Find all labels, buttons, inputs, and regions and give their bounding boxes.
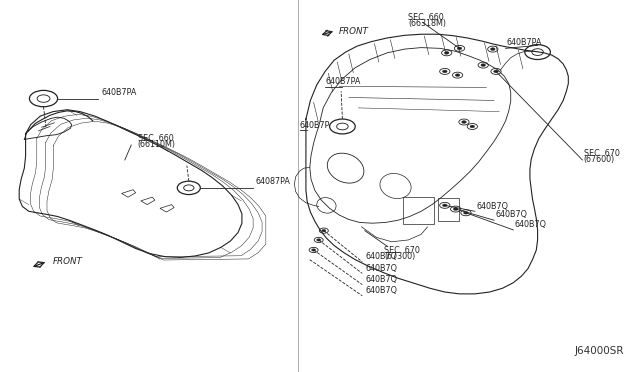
Text: 640B7Q: 640B7Q — [476, 202, 508, 211]
Circle shape — [453, 208, 458, 211]
Circle shape — [470, 125, 475, 128]
Circle shape — [442, 70, 447, 73]
Text: SEC. 670: SEC. 670 — [384, 246, 420, 254]
Text: (67600): (67600) — [584, 155, 615, 164]
Circle shape — [463, 211, 468, 214]
Circle shape — [481, 64, 486, 67]
Circle shape — [444, 51, 449, 54]
Circle shape — [317, 239, 321, 241]
Text: SEC. 660: SEC. 660 — [408, 13, 444, 22]
Text: 64087PA: 64087PA — [256, 177, 291, 186]
Text: 640B7P: 640B7P — [300, 121, 330, 130]
Text: 640B7Q: 640B7Q — [365, 286, 397, 295]
Circle shape — [461, 121, 467, 124]
Text: 640B7Q: 640B7Q — [515, 220, 547, 229]
Text: FRONT: FRONT — [339, 27, 369, 36]
Text: 640B7Q: 640B7Q — [365, 275, 397, 284]
Text: 640B7PA: 640B7PA — [325, 77, 360, 86]
Text: 640B7PA: 640B7PA — [507, 38, 542, 47]
Text: (67300): (67300) — [384, 252, 415, 261]
Circle shape — [455, 74, 460, 77]
Circle shape — [312, 249, 316, 251]
Text: 640B7Q: 640B7Q — [365, 264, 397, 273]
Text: (66318M): (66318M) — [408, 19, 446, 28]
Circle shape — [442, 204, 447, 207]
Text: 640B7Q: 640B7Q — [495, 211, 527, 219]
Circle shape — [322, 230, 326, 232]
Circle shape — [493, 70, 499, 73]
Text: SEC. 670: SEC. 670 — [584, 149, 620, 158]
Circle shape — [457, 47, 462, 50]
Text: (66110M): (66110M) — [138, 140, 175, 149]
Text: SEC. 660: SEC. 660 — [138, 134, 173, 143]
Text: 640B7Q: 640B7Q — [365, 252, 397, 261]
Text: J64000SR: J64000SR — [575, 346, 624, 356]
Text: 640B7PA: 640B7PA — [101, 88, 136, 97]
Circle shape — [490, 48, 495, 51]
Text: FRONT: FRONT — [52, 257, 83, 266]
